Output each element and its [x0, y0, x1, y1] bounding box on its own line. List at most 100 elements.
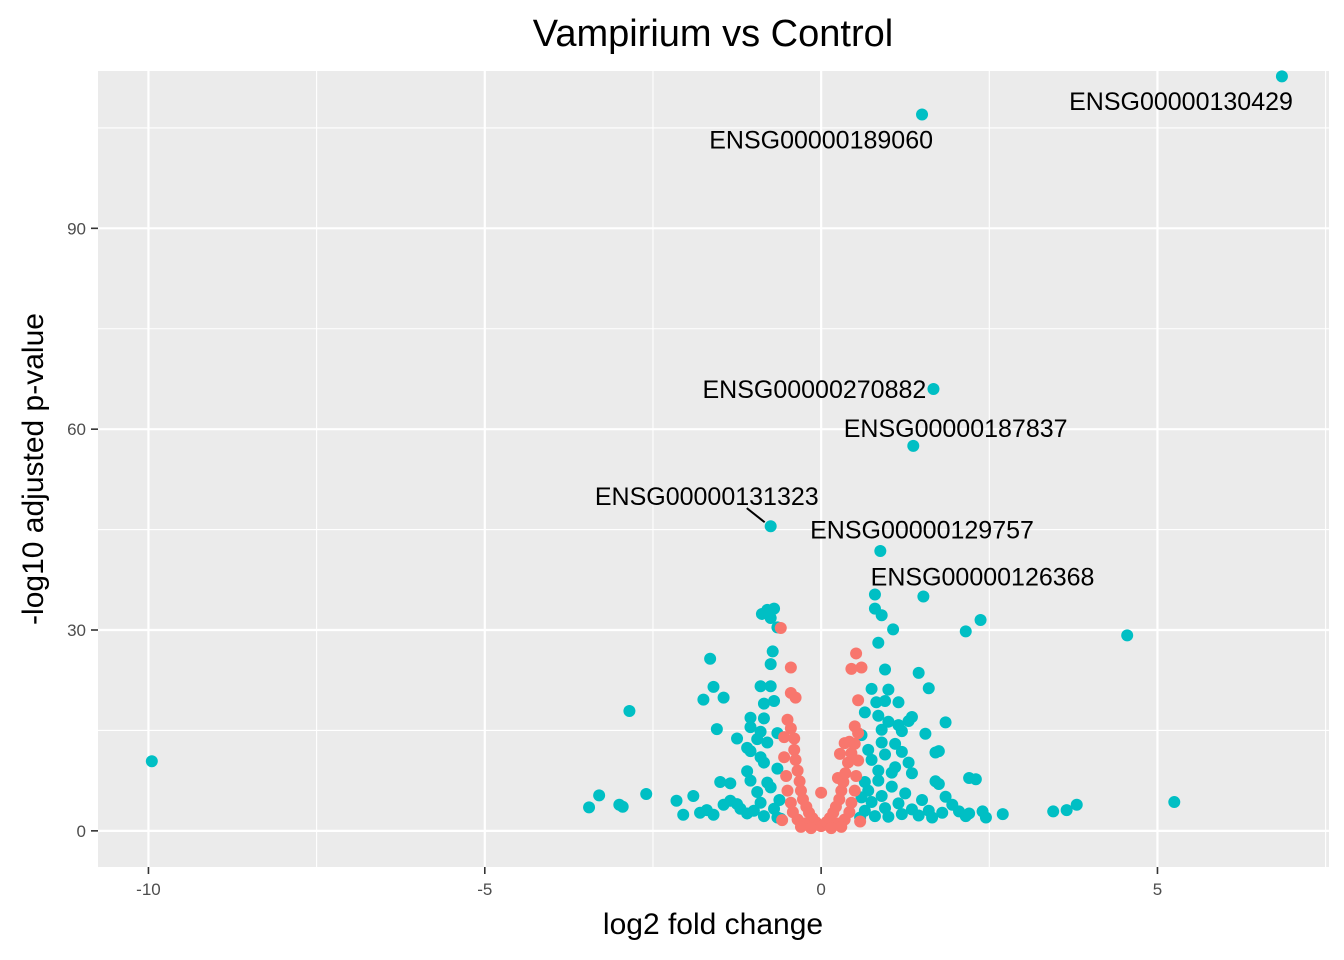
data-point — [916, 794, 929, 807]
data-point — [848, 737, 861, 750]
data-point — [757, 697, 770, 710]
data-point — [895, 808, 908, 821]
data-point — [959, 625, 972, 638]
plot-panel — [98, 71, 1329, 867]
data-point — [717, 691, 730, 704]
data-point — [875, 609, 888, 622]
data-point — [833, 747, 846, 760]
data-point — [784, 796, 797, 809]
data-point — [885, 766, 898, 779]
data-point — [778, 731, 791, 744]
data-point — [757, 810, 770, 823]
data-point — [623, 705, 636, 718]
x-tick-label: 5 — [1153, 880, 1162, 899]
data-point — [640, 788, 653, 801]
data-point — [825, 822, 838, 835]
data-point — [887, 623, 900, 636]
annotation-label: ENSG00000126368 — [871, 563, 1095, 591]
data-point — [751, 786, 764, 799]
annotation-label: ENSG00000131323 — [595, 483, 819, 511]
data-point — [1168, 796, 1181, 809]
series-significant — [145, 70, 1288, 825]
data-point — [789, 691, 802, 704]
data-point — [731, 732, 744, 745]
data-point — [791, 764, 804, 777]
data-point — [707, 808, 720, 821]
data-point — [710, 723, 723, 736]
annotation-leader-line — [746, 507, 766, 524]
data-point — [855, 661, 868, 674]
data-point — [789, 753, 802, 766]
data-point — [879, 694, 892, 707]
data-point — [616, 800, 629, 813]
data-point — [842, 756, 855, 769]
data-point — [761, 736, 774, 749]
x-tick-label: -5 — [477, 880, 492, 899]
data-point — [744, 745, 757, 758]
data-point — [766, 645, 779, 658]
data-point — [852, 754, 865, 767]
data-point — [902, 756, 915, 769]
data-point — [768, 694, 781, 707]
data-point — [714, 775, 727, 788]
data-point — [852, 694, 865, 707]
data-point — [932, 745, 945, 758]
data-point — [741, 765, 754, 778]
data-point — [872, 709, 885, 722]
data-point — [979, 811, 992, 824]
data-point — [885, 780, 898, 793]
data-point — [754, 796, 767, 809]
x-tick-label: -10 — [136, 880, 161, 899]
data-point — [778, 751, 791, 764]
data-point — [845, 796, 858, 809]
data-point — [788, 743, 801, 756]
data-point — [771, 762, 784, 775]
data-point — [865, 682, 878, 695]
data-point — [912, 666, 925, 679]
data-point — [858, 706, 871, 719]
data-point — [744, 774, 757, 787]
data-point — [996, 808, 1009, 821]
series-not-significant — [774, 621, 868, 835]
data-point — [892, 797, 905, 810]
data-point — [764, 781, 777, 794]
data-point — [677, 808, 690, 821]
data-point — [872, 764, 885, 777]
x-axis-title: log2 fold change — [603, 908, 823, 941]
data-point — [868, 588, 881, 601]
data-point — [794, 820, 807, 833]
data-point — [1275, 70, 1288, 83]
data-point — [845, 662, 858, 675]
data-point — [895, 745, 908, 758]
data-point — [854, 815, 867, 828]
data-point — [593, 789, 606, 802]
y-axis-title: -log10 adjusted p-value — [17, 313, 50, 625]
data-point — [764, 658, 777, 671]
y-axis-ticks: 0 30 60 90 — [67, 219, 98, 841]
data-point — [784, 661, 797, 674]
data-point — [862, 743, 875, 756]
data-point — [939, 716, 952, 729]
annotation-label: ENSG00000270882 — [703, 376, 927, 404]
data-point — [850, 647, 863, 660]
data-point — [784, 722, 797, 735]
data-point — [852, 727, 865, 740]
data-point — [916, 108, 929, 121]
data-point — [862, 784, 875, 797]
data-point — [751, 733, 764, 746]
data-point — [902, 715, 915, 728]
data-point — [939, 790, 952, 803]
data-point — [764, 611, 777, 624]
data-point — [764, 520, 777, 533]
data-point — [835, 820, 848, 833]
data-point — [872, 636, 885, 649]
data-point — [875, 736, 888, 749]
data-point — [868, 810, 881, 823]
data-point — [1121, 629, 1134, 642]
data-point — [974, 613, 987, 626]
data-point — [926, 811, 939, 824]
y-tick-label: 30 — [67, 621, 86, 640]
data-point — [724, 777, 737, 790]
data-point — [919, 727, 932, 740]
data-point — [781, 784, 794, 797]
